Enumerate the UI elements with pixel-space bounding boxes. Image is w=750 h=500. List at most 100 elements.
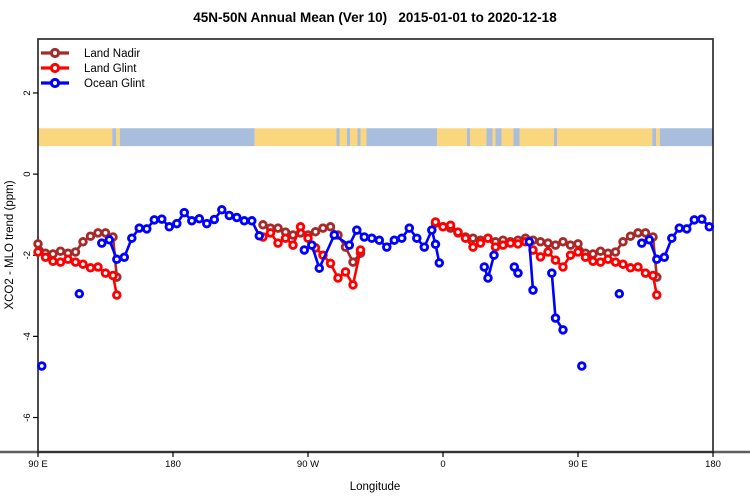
data-point-land-glint <box>558 262 568 272</box>
x-tick-label: 180 <box>705 459 721 470</box>
data-point-ocean-glint <box>179 207 190 218</box>
data-point-land-glint <box>618 259 628 269</box>
data-point-ocean-glint <box>577 361 587 371</box>
data-point-land-glint <box>633 262 643 272</box>
data-point-ocean-glint <box>164 222 175 232</box>
data-point-ocean-glint <box>704 222 715 232</box>
map-strip-ocean <box>119 128 255 147</box>
data-point-ocean-glint <box>427 225 437 235</box>
map-strip-ocean <box>495 128 502 147</box>
data-point-ocean-glint <box>479 262 490 272</box>
data-point-ocean-glint <box>202 218 212 229</box>
map-strip-land <box>492 128 496 147</box>
x-tick-label: 0 <box>440 459 445 470</box>
map-strip-ocean <box>652 128 656 147</box>
data-point-ocean-glint <box>157 214 167 224</box>
data-point-land-glint <box>63 254 73 265</box>
data-point-land-glint <box>460 233 471 243</box>
data-point-ocean-glint <box>344 240 355 250</box>
legend-marker-land-glint <box>49 62 61 74</box>
map-strip-ocean <box>513 128 520 147</box>
map-strip-land <box>350 128 358 147</box>
data-point-land-nadir <box>325 222 336 232</box>
legend-marker-land-nadir <box>49 47 61 59</box>
data-point-ocean-glint <box>430 239 441 250</box>
data-point-ocean-glint <box>637 238 647 248</box>
data-point-ocean-glint <box>254 231 265 241</box>
map-strip-land <box>339 128 347 147</box>
data-point-ocean-glint <box>224 210 235 221</box>
data-point-land-glint <box>48 256 58 267</box>
data-point-land-glint <box>265 228 276 238</box>
data-point-ocean-glint <box>404 223 415 233</box>
data-point-ocean-glint <box>547 268 557 278</box>
data-point-land-nadir <box>93 228 103 238</box>
data-point-ocean-glint <box>239 216 250 226</box>
plot-area: 90 E 180 90 W 0 90 E 180 2 0 -2 -4 -6 Land Nadir Lan… <box>0 38 750 470</box>
data-point-ocean-glint <box>513 268 523 278</box>
data-point-ocean-glint <box>352 225 362 235</box>
map-strip-land <box>437 128 467 147</box>
data-point-ocean-glint <box>232 212 242 223</box>
data-point-ocean-glint <box>483 273 493 283</box>
data-point-land-nadir <box>70 247 81 257</box>
data-point-ocean-glint <box>314 263 325 273</box>
data-point-land-glint <box>453 227 463 237</box>
data-point-land-nadir <box>535 237 546 247</box>
data-point-ocean-glint <box>74 289 85 299</box>
data-point-ocean-glint <box>412 233 422 243</box>
data-point-ocean-glint <box>187 216 197 226</box>
data-point-ocean-glint <box>119 252 130 263</box>
data-point-land-nadir <box>258 220 268 230</box>
data-point-ocean-glint <box>397 233 407 243</box>
data-point-land-glint <box>610 257 621 267</box>
data-point-land-glint <box>280 233 291 243</box>
data-point-land-glint <box>108 270 118 281</box>
data-point-land-nadir <box>273 223 283 233</box>
y-tick-label: 0 <box>22 171 33 176</box>
data-point-land-nadir <box>595 246 606 256</box>
data-point-land-glint <box>595 257 606 267</box>
data-point-ocean-glint <box>667 233 677 243</box>
data-point-ocean-glint <box>659 252 670 263</box>
data-point-ocean-glint <box>689 215 700 225</box>
x-tick-label: 180 <box>165 459 181 470</box>
data-point-ocean-glint <box>97 238 107 248</box>
data-point-land-nadir <box>543 238 553 248</box>
map-strip-land <box>254 128 337 147</box>
series-line-ocean-glint <box>527 240 535 292</box>
data-point-ocean-glint <box>142 224 152 234</box>
data-point-land-nadir <box>550 240 561 250</box>
data-point-land-nadir <box>618 237 628 247</box>
legend-label-land-glint: Land Glint <box>84 63 137 75</box>
data-point-land-glint <box>475 238 486 248</box>
data-point-land-glint <box>303 233 313 243</box>
data-point-ocean-glint <box>194 213 205 224</box>
data-point-land-glint <box>588 256 598 267</box>
map-strip-land <box>519 128 554 147</box>
data-point-land-glint <box>340 267 351 277</box>
data-point-land-glint <box>55 257 66 267</box>
legend-label-land-nadir: Land Nadir <box>84 48 140 60</box>
data-point-land-glint <box>580 252 591 263</box>
data-point-land-glint <box>100 268 111 278</box>
data-point-ocean-glint <box>127 233 137 243</box>
data-point-land-nadir <box>625 231 636 241</box>
data-point-land-glint <box>543 247 553 257</box>
data-point-ocean-glint <box>374 235 385 245</box>
data-point-land-glint <box>348 280 358 290</box>
data-point-ocean-glint <box>682 224 692 234</box>
data-point-land-nadir <box>55 246 66 256</box>
chart-title: 45N-50N Annual Mean (Ver 10) 2015-01-01 … <box>193 10 557 25</box>
data-point-ocean-glint <box>299 245 310 255</box>
data-point-land-nadir <box>33 239 43 249</box>
x-tick-label: 90 W <box>297 459 319 470</box>
data-point-land-nadir <box>310 226 321 237</box>
data-point-land-nadir <box>558 237 568 247</box>
data-point-land-nadir <box>48 249 58 259</box>
map-strip-ocean <box>554 128 557 147</box>
data-point-land-nadir <box>610 247 621 257</box>
data-point-ocean-glint <box>149 215 160 225</box>
map-strip-ocean <box>486 128 493 147</box>
